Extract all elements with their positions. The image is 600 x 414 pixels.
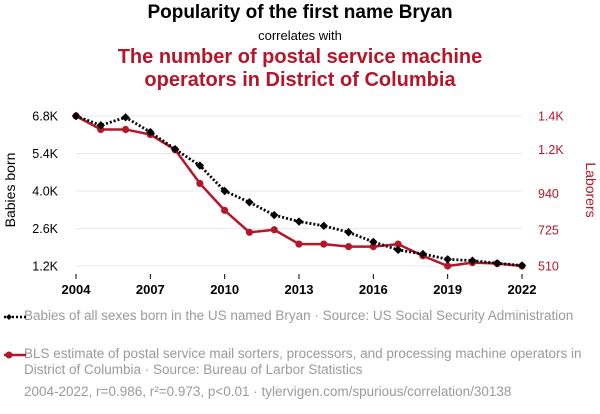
series-laborers-point: [394, 240, 402, 248]
series-laborers-point: [245, 228, 254, 236]
series-laborers-point: [320, 240, 328, 248]
series-babies-point: [245, 198, 254, 207]
series-babies-point: [170, 145, 180, 154]
series-babies-point: [146, 127, 155, 137]
series-babies-point: [369, 237, 378, 247]
series-babies-point: [71, 111, 81, 121]
x-tick-label: 2013: [285, 282, 314, 297]
footer-stats: 2004-2022, r=0.986, r²=0.973, p<0.01 · t…: [24, 384, 512, 399]
legend-marker-solid-circle: [4, 351, 26, 359]
y-left-tick-label: 6.8K: [32, 110, 58, 124]
y-axis-label-right: Laborers: [583, 162, 599, 217]
second-title-line-1: The number of postal service machine: [117, 46, 483, 68]
x-tick-label: 2016: [359, 282, 388, 297]
series-babies-point: [468, 256, 477, 265]
x-tick-label: 2019: [433, 282, 462, 297]
y-right-tick-label: 1.2K: [538, 143, 564, 157]
y-right-tick-label: 725: [538, 223, 559, 237]
y-right-tick-label: 1.4K: [538, 110, 564, 124]
series-babies-point: [493, 259, 502, 268]
y-axis-label-left: Babies born: [2, 153, 18, 228]
series-babies-point: [270, 210, 279, 220]
axes: 1.2K 2.6K 4.0K 5.4K 6.8K 510 725 940 1.2K 1.4K 200…: [32, 110, 564, 298]
series-babies-point: [418, 249, 428, 259]
y-left-tick-label: 5.4K: [32, 147, 58, 161]
grid-lines: [76, 115, 522, 267]
series-laborers-point: [369, 243, 377, 251]
series-babies-point: [96, 121, 105, 130]
legend-marker-dotted-diamond: [4, 314, 26, 320]
chart-subtitle: correlates with: [258, 28, 342, 43]
series-laborers-point: [221, 206, 229, 214]
legend-label-babies: Babies of all sexes born in the US named…: [24, 308, 574, 323]
second-title-line-2: operators in District of Columbia: [144, 69, 456, 91]
series-laborers-point: [295, 240, 303, 248]
x-tick-label: 2010: [210, 282, 239, 297]
legend-label-laborers: BLS estimate of postal service mail sort…: [24, 346, 582, 377]
series-laborers-point: [121, 125, 130, 134]
x-tick-label: 2007: [136, 282, 165, 297]
series-babies-point: [344, 228, 353, 237]
series-babies-point: [393, 245, 403, 255]
y-left-tick-label: 4.0K: [32, 185, 58, 199]
series-babies-point: [195, 161, 205, 170]
series-babies-point: [517, 261, 527, 270]
x-tick-label: 2022: [508, 282, 537, 297]
series-laborers-point: [270, 226, 278, 234]
x-tick-label: 2004: [62, 282, 92, 297]
legend-item-babies: Babies of all sexes born in the US named…: [4, 308, 584, 324]
y-left-tick-label: 1.2K: [32, 260, 58, 274]
y-right-tick-label: 940: [538, 187, 559, 201]
series-babies-point: [294, 217, 304, 226]
y-left-tick-label: 2.6K: [32, 222, 58, 236]
series-babies-point: [443, 255, 452, 264]
legend-item-laborers: BLS estimate of postal service mail sort…: [4, 346, 584, 378]
series-babies-point: [319, 221, 328, 231]
chart-title: Popularity of the first name Bryan: [147, 2, 453, 23]
series-laborers-point: [344, 243, 353, 251]
chart-second-title: The number of postal service machine ope…: [0, 46, 600, 92]
series-babies-point: [220, 186, 229, 196]
series-laborers-point: [196, 179, 204, 188]
y-right-tick-label: 510: [538, 260, 559, 274]
series-babies: [71, 111, 527, 270]
series-laborers-point: [444, 262, 452, 270]
series-babies-point: [121, 113, 130, 122]
